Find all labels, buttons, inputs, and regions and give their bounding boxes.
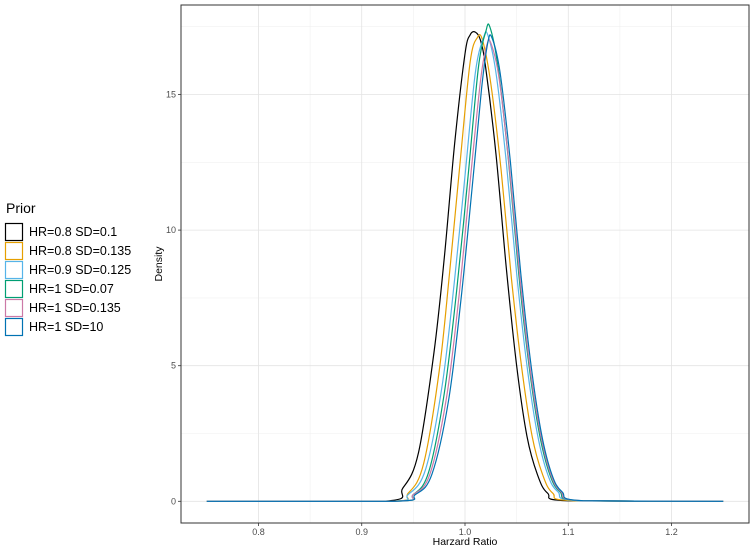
legend-items: HR=0.8 SD=0.1 HR=0.8 SD=0.135 HR=0.9 SD=0.… [4, 222, 131, 337]
y-axis-title: Density [153, 246, 165, 282]
legend: Prior HR=0.8 SD=0.1 HR=0.8 SD=0.135 HR=0.9… [4, 200, 131, 337]
legend-label: HR=1 SD=0.07 [29, 282, 114, 296]
legend-label: HR=0.9 SD=0.125 [29, 263, 131, 277]
x-tick-label: 0.8 [252, 527, 265, 537]
x-axis: 0.8 0.9 1.0 1.1 1.2 [252, 523, 678, 537]
legend-label: HR=1 SD=10 [29, 320, 103, 334]
y-tick-label: 15 [166, 89, 176, 99]
legend-key [4, 241, 24, 261]
legend-key [4, 298, 24, 318]
y-tick-label: 0 [171, 496, 176, 506]
x-tick-label: 1.2 [665, 527, 678, 537]
legend-title: Prior [6, 200, 36, 216]
x-axis-title: Harzard Ratio [433, 536, 498, 548]
series-lines [206, 23, 724, 502]
legend-label: HR=0.8 SD=0.135 [29, 244, 131, 258]
series-line [206, 39, 724, 502]
x-tick-label: 1.0 [459, 527, 472, 537]
y-tick-label: 10 [166, 225, 176, 235]
legend-key [4, 279, 24, 299]
series-line [206, 34, 724, 502]
series-line [206, 23, 724, 502]
series-line [206, 31, 724, 502]
legend-key [4, 317, 24, 337]
x-tick-label: 0.9 [355, 527, 368, 537]
x-tick-label: 1.1 [562, 527, 575, 537]
legend-key [4, 222, 24, 242]
series-line [206, 30, 724, 502]
series-line [206, 34, 724, 502]
legend-key [4, 260, 24, 280]
legend-label: HR=0.8 SD=0.1 [29, 225, 117, 239]
legend-label: HR=1 SD=0.135 [29, 301, 121, 315]
y-tick-label: 5 [171, 361, 176, 371]
y-axis: 0 5 10 15 [166, 89, 181, 506]
